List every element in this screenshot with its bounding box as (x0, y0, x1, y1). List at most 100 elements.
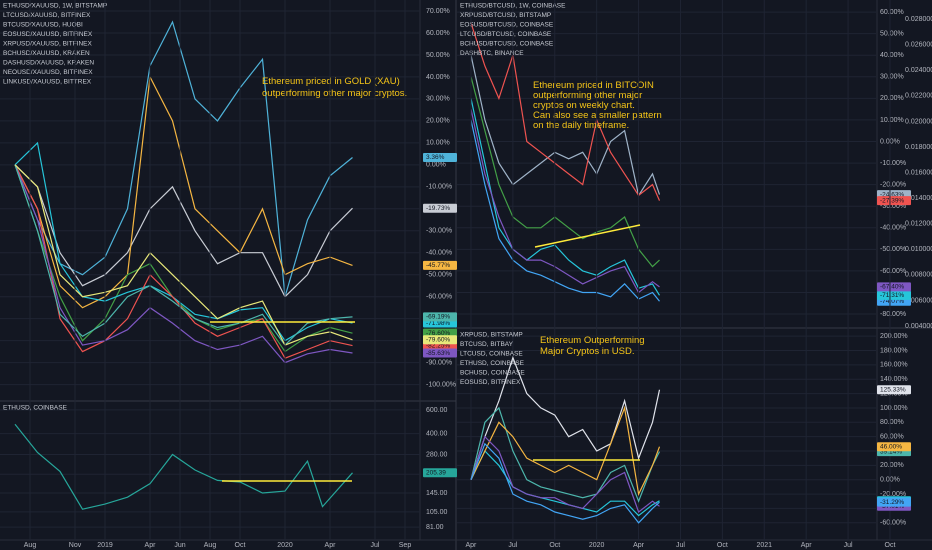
y2-tick-label: 0.004000 (905, 323, 932, 330)
y-tick-label: 60.00% (880, 9, 904, 16)
y2-tick-label: 0.024000 (905, 67, 932, 74)
y-tick-label: 0.00% (426, 162, 446, 169)
price-tag: 3.36% (426, 154, 445, 161)
legend-entry: NEOUSD/XAUUSD, BITFINEX (3, 69, 93, 76)
y-tick-label: 20.00% (880, 462, 904, 469)
x-tick-label: Oct (235, 542, 246, 549)
legend-entry: BTCUSD, BITBAY (460, 341, 514, 348)
y-tick-label: 180.00% (880, 347, 908, 354)
price-tag-bg (423, 312, 457, 322)
series-line (470, 406, 661, 503)
annotation: on the daily timeframe. (533, 120, 629, 131)
y-tick-label: -100.00% (426, 381, 456, 388)
price-tag: -76.60% (426, 330, 450, 337)
x-tick-label: Apr (466, 542, 478, 549)
legend-entry: LTCUSD, COINBASE (460, 351, 523, 358)
price-tag: 125.33% (880, 386, 906, 393)
legend-entry: BCHUSD/XAUUSD, KRAKEN (3, 50, 90, 57)
y2-tick-label: 0.016000 (905, 169, 932, 176)
price-tag: -19.73% (426, 205, 450, 212)
y-tick-label: -20.00% (880, 181, 906, 188)
legend-entry: EOSUSD/BTCUSD, COINBASE (460, 22, 554, 29)
y-tick-label: 100.00% (880, 405, 908, 412)
x-tick-label: Oct (885, 542, 896, 549)
legend-entry: EOSUSD/XAUUSD, BITFINEX (3, 31, 93, 38)
y2-tick-label: 0.010000 (905, 246, 932, 253)
x-tick-label: Apr (801, 542, 813, 549)
price-tag-bg (877, 282, 911, 292)
y-tick-label: 60.00% (426, 30, 450, 37)
y-tick-label: 140.00% (880, 376, 908, 383)
x-tick-label: Apr (325, 542, 337, 549)
legend-entry: BCHUSD, COINBASE (460, 370, 525, 377)
legend-entry: BTCUSD/XAUUSD, HUOBI (3, 22, 83, 29)
legend-entry: DASHBTC, BINANCE (460, 50, 524, 57)
y-tick-label: -60.00% (426, 294, 452, 301)
series-line (470, 98, 661, 296)
price-tag-bg (877, 385, 911, 395)
price-tag: -27.39% (880, 197, 904, 204)
series-line (14, 164, 353, 346)
legend-entry: BCHUSD/BTCUSD, COINBASE (460, 41, 554, 48)
y2-tick-label: 0.026000 (905, 42, 932, 49)
price-tag-bg (423, 348, 457, 358)
y-tick-label: -10.00% (880, 160, 906, 167)
y-tick-label: 20.00% (880, 95, 904, 102)
y-tick-label: 280.00 (426, 451, 448, 458)
y-tick-label: 105.00 (426, 509, 448, 516)
price-tag-bg (423, 468, 457, 478)
y-tick-label: 400.00 (426, 430, 448, 437)
y-tick-label: -50.00% (426, 272, 452, 279)
series-line (470, 435, 660, 513)
y-tick-label: 160.00% (880, 362, 908, 369)
y-tick-label: 81.00 (426, 524, 444, 531)
price-tag: 205.39 (426, 469, 446, 476)
y2-tick-label: 0.018000 (905, 144, 932, 151)
y2-tick-label: 0.022000 (905, 93, 932, 100)
x-tick-label: 2019 (97, 542, 113, 549)
series-line (470, 108, 660, 294)
price-tag: -82.25% (426, 342, 450, 349)
y-tick-label: 10.00% (426, 140, 450, 147)
price-tag: -24.63% (880, 191, 904, 198)
series-line (14, 423, 353, 510)
y-tick-label: -10.00% (426, 184, 452, 191)
annotation: Ethereum Outperforming (540, 335, 645, 346)
x-tick-label: Jul (676, 542, 685, 549)
drawn-trendline (534, 224, 641, 248)
price-tag: -79.60% (426, 336, 450, 343)
price-tag: -71.98% (426, 320, 450, 327)
series-line (14, 164, 353, 298)
series-line (14, 164, 353, 364)
price-tag: 46.00% (880, 443, 902, 450)
y-tick-label: 80.00% (880, 419, 904, 426)
x-tick-label: Jun (174, 542, 185, 549)
x-tick-label: Jul (844, 542, 853, 549)
annotation: outperforming other major cryptos. (262, 88, 407, 99)
y-tick-label: 60.00% (880, 433, 904, 440)
annotation: cryptos on weekly chart. (533, 100, 635, 111)
price-tag-bg (877, 196, 911, 206)
y-tick-label: 10.00% (880, 117, 904, 124)
price-tag-bg (423, 152, 457, 162)
legend-entry: XRPUSD/XAUUSD, BITFINEX (3, 41, 93, 48)
y-tick-label: 30.00% (880, 74, 904, 81)
price-tag: -71.31% (880, 292, 904, 299)
legend-entry: ETHUSD/XAUUSD, 1W, BITSTAMP (3, 3, 107, 10)
legend-entry: XRPUSD/BTCUSD, BITSTAMP (460, 12, 551, 19)
y-tick-label: 20.00% (426, 118, 450, 125)
x-tick-label: 2020 (277, 542, 293, 549)
legend-entry: LINKUSD/XAUUSD, BITTREX (3, 79, 92, 86)
x-tick-label: Apr (633, 542, 645, 549)
y2-tick-label: 0.014000 (905, 195, 932, 202)
x-tick-label: Jul (371, 542, 380, 549)
x-tick-label: Apr (145, 542, 157, 549)
legend-entry: XRPUSD, BITSTAMP (460, 332, 523, 339)
price-tag-bg (423, 260, 457, 270)
legend-entry: DASHUSD/XAUUSD, KRAKEN (3, 60, 94, 67)
series-line (14, 164, 353, 347)
x-tick-label: 2020 (589, 542, 605, 549)
series-line (470, 442, 660, 524)
x-tick-label: Aug (24, 542, 37, 549)
